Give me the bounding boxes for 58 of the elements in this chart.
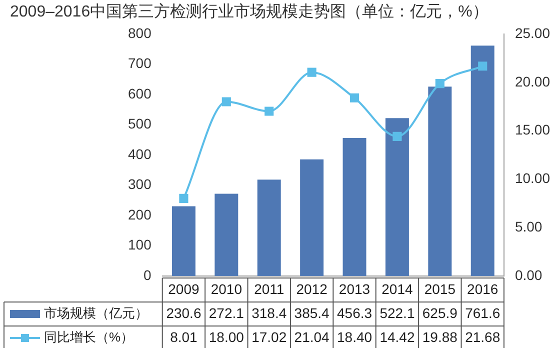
point [435,79,444,88]
x-tick-label: 2013 [338,280,370,297]
y2-tick-label: 10.00 [514,170,550,186]
point [307,68,316,77]
bar [470,46,494,276]
y-tick-label: 400 [128,146,152,162]
bar [257,180,281,276]
bar [342,138,366,276]
bar [214,194,238,276]
bar [172,206,196,276]
legend-label: 同比增长（%） [44,330,134,345]
x-tick-label: 2010 [210,280,242,297]
chart-title: 2009–2016中国第三方检测行业市场规模走势图（单位：亿元，%） [10,2,488,20]
y2-tick-label: 25.00 [514,24,550,41]
data-label: 456.3 [336,304,372,321]
data-label: 272.1 [208,304,244,321]
data-label: 761.6 [465,304,500,321]
point [350,93,360,102]
point [222,97,231,106]
data-label: 8.01 [170,328,198,345]
y-tick-label: 700 [128,55,152,72]
x-tick-label: 2016 [467,280,498,297]
y2-tick-label: 20.00 [514,73,550,90]
bar [428,86,452,276]
y-tick-label: 300 [128,176,152,192]
data-label: 18.00 [208,328,244,345]
x-tick-label: 2015 [424,280,456,297]
x-tick-label: 2011 [254,280,284,297]
data-label: 385.4 [294,304,330,321]
y-tick-label: 0 [144,266,152,283]
y-tick-label: 500 [128,116,152,132]
y2-tick-label: 0.00 [514,266,542,283]
y2-tick-label: 5.00 [514,218,542,234]
bar [385,118,409,276]
y-tick-label: 100 [128,236,152,253]
data-label: 17.02 [252,328,287,345]
legend-label: 市场规模（亿元） [44,306,148,321]
data-label: 522.1 [380,304,415,321]
bar [300,159,324,276]
x-tick-label: 2014 [382,280,413,297]
y-tick-label: 800 [128,24,152,41]
point [264,106,274,116]
data-label: 230.6 [166,304,202,321]
data-label: 19.88 [422,328,458,345]
data-label: 18.40 [336,328,372,345]
data-label: 625.9 [422,304,458,321]
point [478,62,488,71]
x-tick-label: 2009 [168,280,200,297]
point [392,132,402,141]
x-tick-label: 2012 [296,280,328,297]
data-label: 14.42 [380,328,415,345]
data-label: 21.04 [294,328,330,345]
y2-tick-label: 15.00 [514,122,550,138]
point [179,194,188,203]
data-label: 21.68 [465,328,500,345]
y-tick-label: 600 [128,85,152,102]
data-label: 318.4 [252,304,287,321]
y-tick-label: 200 [128,206,152,222]
